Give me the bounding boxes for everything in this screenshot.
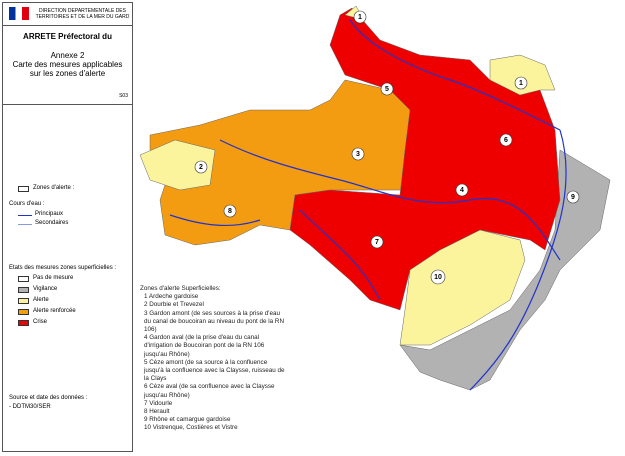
annex: Annexe 2 [50,51,85,60]
zone-swatch [18,186,29,192]
state-swatch [18,276,29,282]
zone-item: 4 Gardon aval (de la prise d'eau du cana… [144,334,265,358]
legend-label: Principaux [35,211,64,217]
zone-number: 1 [519,80,523,87]
source-value: - DDTM30/SER [9,404,51,410]
legend-label: Pas de mesure [33,275,74,281]
state-swatch [18,309,29,315]
state-swatch [18,287,29,293]
river-swatch [18,224,32,225]
zone-area [139,139,216,191]
zone-item: 2 Dourbie et Trevezel [144,301,204,309]
title-box: ARRETE Préfectoral du Annexe 2 Carte des… [3,25,132,105]
legend-label: Secondaires [35,220,69,226]
title: ARRETE Préfectoral du [23,32,112,41]
legend-label: Etats des mesures zones superficielles : [9,265,117,271]
legend-label: Alerte renforcée [33,308,76,314]
zone-number: 7 [375,239,379,246]
zone-number: 8 [228,208,232,215]
map: 1 1 2 3 4 5 6 7 8 9 10 [139,5,611,391]
zone-item: 7 Vidourle [144,399,173,407]
zone-area [399,149,611,391]
zone-number: 1 [358,14,362,21]
legend-label: Crise [33,319,48,325]
institution: DIRECTION DEPARTEMENTALE DES TERRITOIRES… [35,8,130,20]
zone-number: 10 [434,274,442,281]
zone-number: 3 [356,151,360,158]
legend-label: Alerte [33,297,49,303]
zone-item: 9 Rhône et camargue gardoise [144,416,231,424]
zone-area [289,7,561,311]
zone-item: 3 Gardon amont (de ses sources à la pris… [144,309,285,334]
legend-label: Cours d'eau : [9,201,45,207]
legend-label: Zones d'alerte : [33,185,75,191]
zone-number: 6 [504,137,508,144]
zone-item: 5 Cèze amont (de sa source à la confluen… [144,358,285,383]
zone-area [489,54,556,96]
subtitle: Carte des mesures applicables sur les zo… [12,60,123,78]
river-swatch [18,215,32,216]
logo [9,7,29,20]
state-swatch [18,298,29,304]
state-swatch [18,320,29,326]
zone-number: 2 [199,164,203,171]
zone-markers: 1 1 2 3 4 5 6 7 8 9 10 [194,10,580,285]
zone-number: 9 [571,194,575,201]
rivers [169,19,567,391]
zones-title: Zones d'alerte Superficielles: [140,285,221,292]
zone-item: 1 Ardeche gardoise [144,293,199,301]
legend-label: Vigilance [33,286,58,292]
zone-item: 10 Vistrenque, Costières et Vistre [144,424,238,432]
zone-number: 5 [385,86,389,93]
zone-item: 8 Herault [144,408,170,416]
zone-item: 6 Cèze aval (de sa confluence avec la Cl… [144,383,275,399]
zone-number: 4 [460,187,464,194]
code: S03 [119,93,128,99]
zones-items: 1 Ardeche gardoise 2 Dourbie et Trevezel 3… [140,293,286,432]
source-title: Source et date des données : [9,395,88,401]
zones-list: Zones d'alerte Superficielles: 1 Ardeche… [140,285,286,433]
side-panel: DIRECTION DEPARTEMENTALE DES TERRITOIRES… [2,2,133,452]
zone-area [399,229,526,346]
